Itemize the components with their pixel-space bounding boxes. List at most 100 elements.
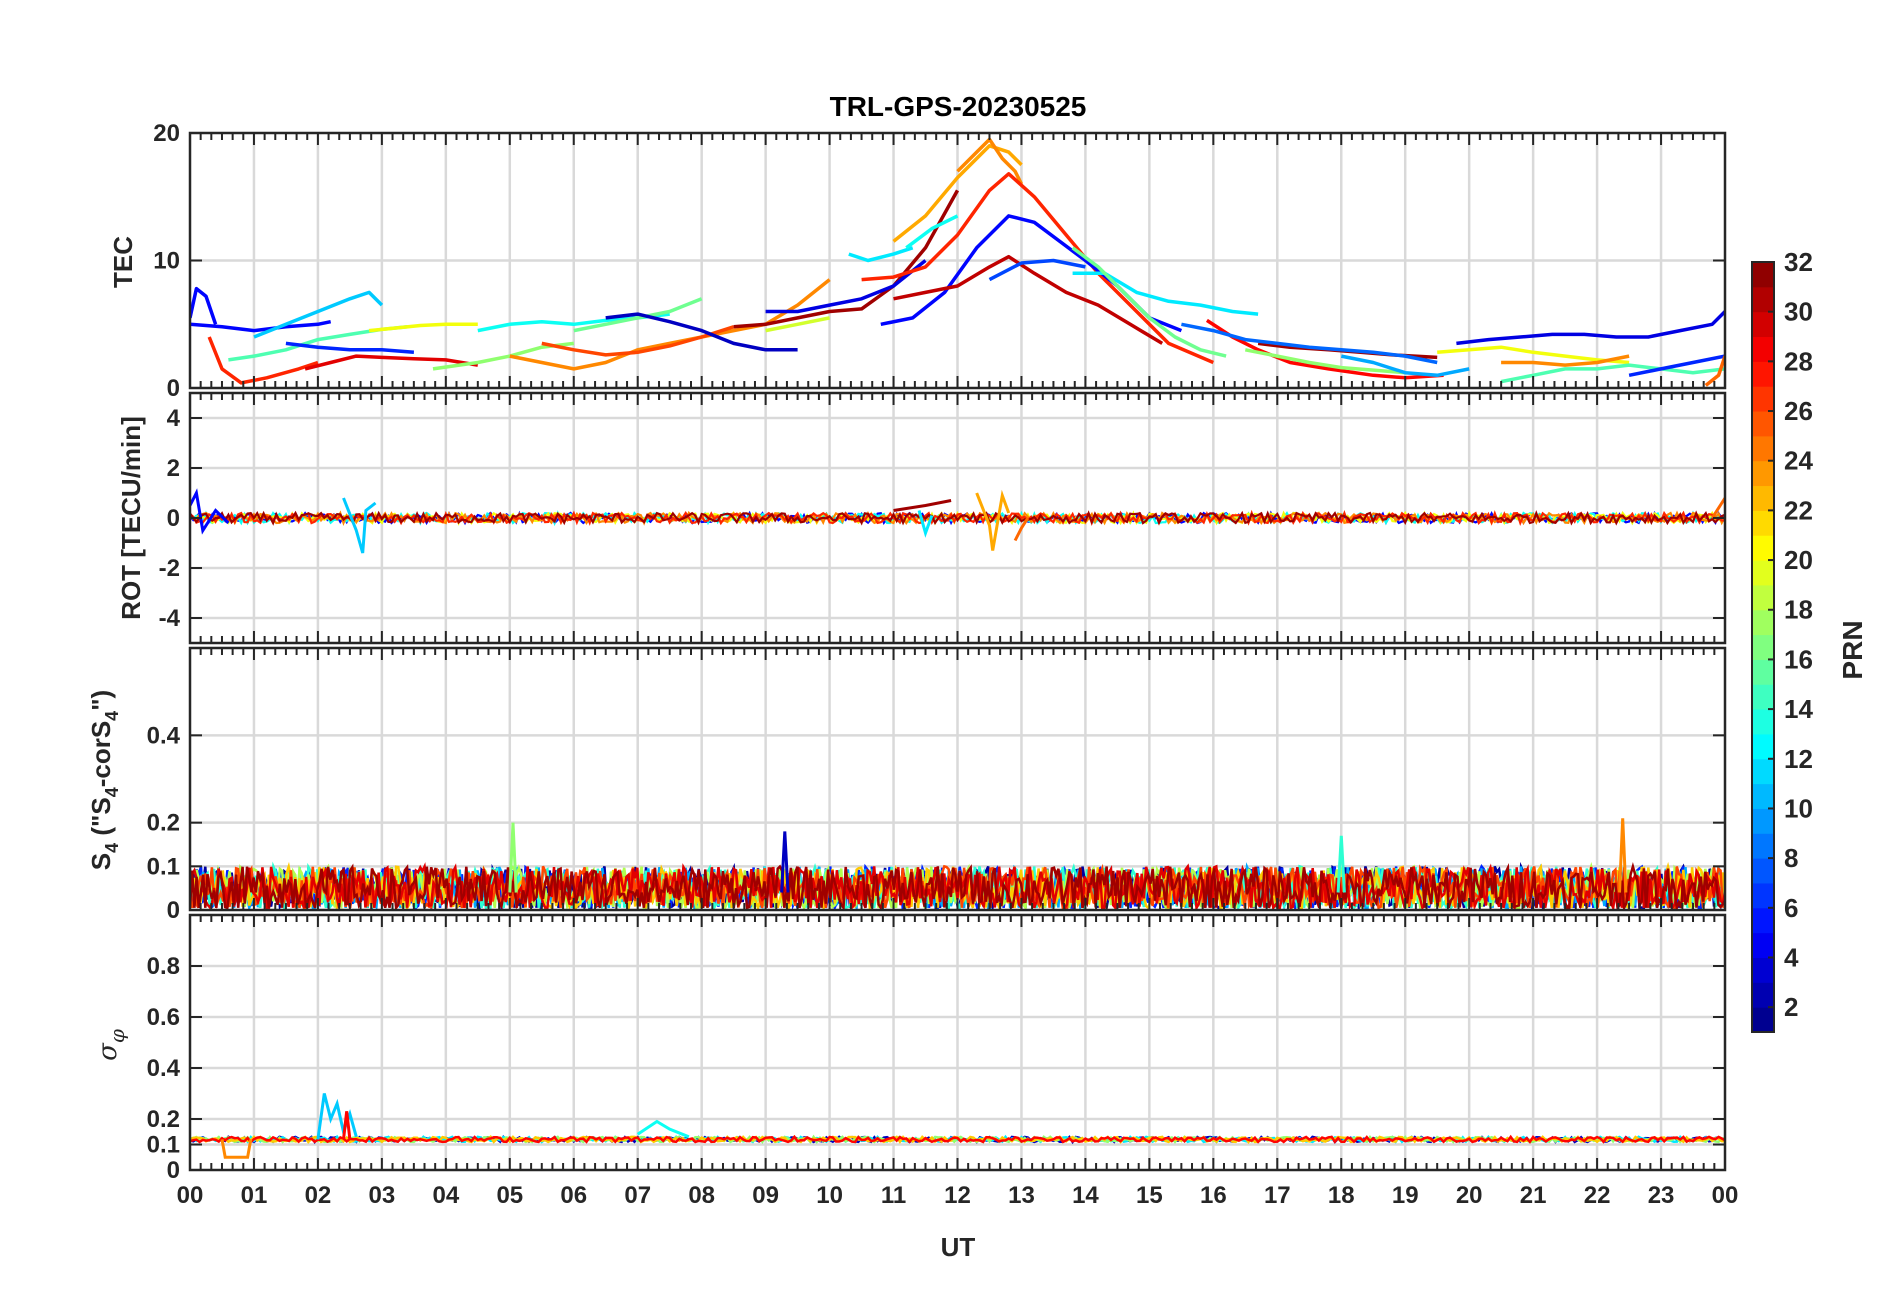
colorbar-segment <box>1752 262 1774 288</box>
colorbar-segment <box>1752 957 1774 983</box>
sigma-series-prn-28 <box>342 1111 352 1140</box>
sigma-baseline-prn-28 <box>190 1134 1725 1144</box>
colorbar-segment <box>1752 758 1774 785</box>
x-tick-label: 12 <box>944 1182 971 1209</box>
x-tick-label: 10 <box>816 1182 843 1209</box>
rot-series-prn-11 <box>342 497 377 554</box>
tec-series-prn-12 <box>848 246 914 263</box>
sigma-ytick-label: 0 <box>167 1157 180 1184</box>
tec-series-prn-16 <box>573 297 703 333</box>
tec-series-prn-19 <box>765 316 830 333</box>
tec-series-prn-4 <box>1456 310 1725 346</box>
tec-series-prn-4 <box>765 259 927 314</box>
x-tick-label: 04 <box>432 1182 459 1209</box>
s4-ylabel-mid: ("S <box>86 797 116 843</box>
rot-ytick-label: -2 <box>159 555 180 582</box>
rot-ylabel: ROT [TECU/min] <box>116 416 146 620</box>
colorbar-segment <box>1752 609 1774 636</box>
x-tick-label: 20 <box>1456 1182 1483 1209</box>
x-tick-label: 16 <box>1200 1182 1227 1209</box>
colorbar-tick-label: 2 <box>1784 992 1798 1022</box>
tec-series-prn-7 <box>988 258 1086 282</box>
tec-series-prn-25 <box>1704 355 1725 387</box>
sigma-ylabel-symbol: σ <box>93 1042 123 1061</box>
s4-ylabel-sub2: 4 <box>102 787 122 797</box>
colorbar-segment <box>1752 411 1774 437</box>
s4-baseline-prn-31 <box>190 861 1725 910</box>
tec-series-prn-28 <box>1205 318 1444 380</box>
x-tick-label: 11 <box>881 1182 906 1209</box>
colorbar-segment <box>1752 709 1774 735</box>
x-tick-label: 09 <box>752 1182 779 1209</box>
sigma-ytick-label: 0.1 <box>147 1132 180 1159</box>
s4-ytick-label: 0.2 <box>147 810 180 837</box>
rot-ytick-label: 4 <box>167 405 181 432</box>
s4-ylabel-sub1: 4 <box>102 843 122 853</box>
sigma-ylabel-sub: φ <box>105 1029 129 1043</box>
colorbar-segment <box>1752 982 1774 1008</box>
colorbar-segment <box>1752 882 1774 909</box>
sigma-ytick-label: 0.4 <box>147 1055 181 1082</box>
s4-ylabel: S4 ("S4-corS4") <box>86 690 122 870</box>
tec-series-prn-5 <box>190 286 218 325</box>
tec-series-prn-29 <box>304 354 479 371</box>
s4-peak-prn-17 <box>508 822 518 893</box>
colorbar-label: PRN <box>1837 620 1868 679</box>
s4-ytick-label: 0.4 <box>147 722 181 749</box>
colorbar-segment <box>1752 286 1774 313</box>
rot-ytick-label: 0 <box>167 505 180 532</box>
colorbar-segment <box>1752 858 1774 884</box>
rot-panel: -4 -2 0 2 4 <box>159 391 1727 645</box>
rot-series-prn-25 <box>1013 517 1030 542</box>
colorbar-tick-label: 22 <box>1784 495 1813 525</box>
sigma-ylabel: σφ <box>93 1029 129 1061</box>
x-tick-label: 01 <box>241 1182 268 1209</box>
colorbar-segment <box>1752 435 1774 462</box>
colorbar-tick-label: 12 <box>1784 744 1813 774</box>
tec-traces <box>190 137 1725 387</box>
colorbar-tick-label: 16 <box>1784 644 1813 674</box>
x-tick-label: 13 <box>1008 1182 1035 1209</box>
s4-ytick-label: 0.1 <box>147 853 180 880</box>
x-tick-label: 19 <box>1392 1182 1419 1209</box>
tec-series-prn-11 <box>253 290 384 339</box>
colorbar-segment <box>1752 783 1774 809</box>
sigma-series-prn-24 <box>220 1139 253 1159</box>
rot-series-prn-12 <box>917 510 934 538</box>
x-tick-label: 15 <box>1136 1182 1163 1209</box>
x-tick-label: 05 <box>496 1182 523 1209</box>
tec-series-prn-24 <box>1501 354 1630 367</box>
colorbar-segment <box>1752 535 1774 561</box>
sigma-traces <box>190 1093 1725 1159</box>
x-tick-label: 18 <box>1328 1182 1355 1209</box>
colorbar-segment <box>1752 733 1774 760</box>
chart-title: TRL-GPS-20230525 <box>830 91 1087 122</box>
x-tick-label: 14 <box>1072 1182 1099 1209</box>
colorbar-tick-label: 24 <box>1784 446 1813 476</box>
tec-ytick-label: 20 <box>153 120 180 147</box>
colorbar-tick-label: 10 <box>1784 793 1813 823</box>
s4-ylabel-main: S <box>86 853 116 870</box>
tec-series-prn-30 <box>893 254 1164 345</box>
x-tick-label: 21 <box>1520 1182 1547 1209</box>
colorbar-segment <box>1752 808 1774 834</box>
colorbar-segment <box>1752 361 1774 387</box>
colorbar-tick-label: 20 <box>1784 545 1813 575</box>
tec-series-prn-8 <box>1181 322 1438 365</box>
s4-peak-prn-14 <box>1336 835 1346 893</box>
x-tick-label: 08 <box>688 1182 715 1209</box>
colorbar-segment <box>1752 510 1774 536</box>
x-tick-labels: 00 01 02 03 04 05 06 07 08 09 10 11 12 13 14 15 16 17 18 19… <box>177 1182 1739 1209</box>
rot-ytick-label: -4 <box>159 605 181 632</box>
rot-baseline-prn-31 <box>190 510 1725 526</box>
colorbar-segment <box>1752 460 1774 487</box>
tec-series-prn-15 <box>1500 363 1725 384</box>
sigma-series-prn-11 <box>316 1093 358 1140</box>
tec-series-prn-20 <box>368 322 478 333</box>
tec-ytick-label: 0 <box>167 375 180 402</box>
tec-series-prn-23 <box>892 144 1023 243</box>
rot-series-prn-5 <box>190 488 230 535</box>
tec-series-prn-20 <box>1437 345 1630 365</box>
